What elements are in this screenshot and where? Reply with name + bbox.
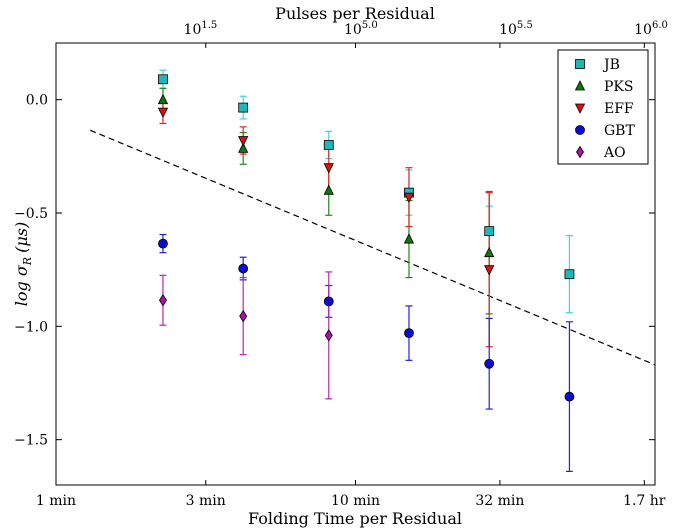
y-tick-label: 0.0 <box>26 93 48 109</box>
x2-tick-label: 106.0 <box>634 20 668 38</box>
legend-label-pks: PKS <box>604 79 633 95</box>
legend-label-gbt: GBT <box>604 123 635 139</box>
data-point <box>238 102 249 113</box>
data-point <box>157 107 169 119</box>
data-point <box>484 265 495 276</box>
x-tick-label: 1.7 hr <box>623 493 666 509</box>
x2-tick-exp: 6.0 <box>652 20 668 31</box>
data-point <box>323 163 334 174</box>
x-tick-label: 1 min <box>36 493 76 509</box>
series-markers-ao <box>158 294 333 342</box>
data-point <box>158 294 167 307</box>
y-axis-label-sub: R <box>21 257 34 266</box>
plot-area <box>55 42 656 486</box>
data-point <box>323 184 334 195</box>
legend-marker-ao <box>576 145 584 159</box>
x2-tick-label: 105.5 <box>499 20 533 38</box>
legend-label-eff: EFF <box>604 101 634 117</box>
data-point <box>484 226 495 237</box>
data-point <box>158 74 168 85</box>
legend-marker-eff <box>574 103 586 114</box>
series-markers-jb <box>158 74 575 280</box>
data-point <box>238 136 249 147</box>
data-point <box>564 391 575 402</box>
data-point <box>403 233 415 244</box>
x2-tick-exp: 5.0 <box>362 20 378 31</box>
data-point <box>239 309 248 323</box>
x2-axis-label: Pulses per Residual <box>275 4 435 23</box>
x2-tick-label: 101.5 <box>184 20 218 38</box>
svg-text:log σR(μs): log σR (μs) <box>12 222 34 306</box>
trend-layer <box>89 129 656 366</box>
data-point <box>324 329 333 342</box>
x2-tick-label: 105.0 <box>344 20 378 38</box>
legend-marker-gbt <box>575 125 585 135</box>
x-axis-label: Folding Time per Residual <box>248 509 462 528</box>
y-axis-label-main: log σ <box>12 264 31 306</box>
data-point <box>323 140 334 150</box>
x2-tick-base: 10 <box>634 22 652 38</box>
x2-tick-base: 10 <box>344 22 362 38</box>
data-point <box>403 192 415 204</box>
x2-tick-exp: 1.5 <box>201 20 217 31</box>
data-point <box>564 269 575 280</box>
x-tick-label: 10 min <box>331 493 380 509</box>
x2-tick-base: 10 <box>499 22 517 38</box>
x2-tick-base: 10 <box>184 22 202 38</box>
x2-tick-exp: 5.5 <box>517 20 533 31</box>
y-axis-label: log σR (μs) <box>12 222 34 306</box>
y-tick-label: −0.5 <box>14 206 48 222</box>
legend-marker-pks <box>574 80 586 91</box>
legend-box <box>557 49 649 165</box>
legend-label-ao: AO <box>603 145 626 161</box>
data-point <box>238 263 249 274</box>
series-markers-pks <box>157 93 495 258</box>
x-tick-label: 32 min <box>475 493 524 509</box>
data-point <box>484 358 495 369</box>
y-axis-label-unit: (μs) <box>12 222 31 253</box>
data-point <box>484 246 495 258</box>
legend: JB PKS EFF GBT AO <box>557 49 649 165</box>
series-markers-gbt <box>158 238 575 402</box>
data-point <box>238 142 249 153</box>
data-point <box>323 296 334 307</box>
legend-label-jb: JB <box>602 57 620 73</box>
trend-line <box>89 129 656 366</box>
y-tick-label: −1.0 <box>14 319 48 335</box>
series-markers-eff <box>157 107 495 276</box>
legend-marker-jb <box>575 59 585 69</box>
data-point <box>158 238 168 249</box>
data-point <box>404 328 414 339</box>
y-tick-label: −1.5 <box>14 433 48 449</box>
x-tick-label: 3 min <box>186 493 226 509</box>
data-layer <box>157 69 575 472</box>
data-point <box>157 93 169 105</box>
